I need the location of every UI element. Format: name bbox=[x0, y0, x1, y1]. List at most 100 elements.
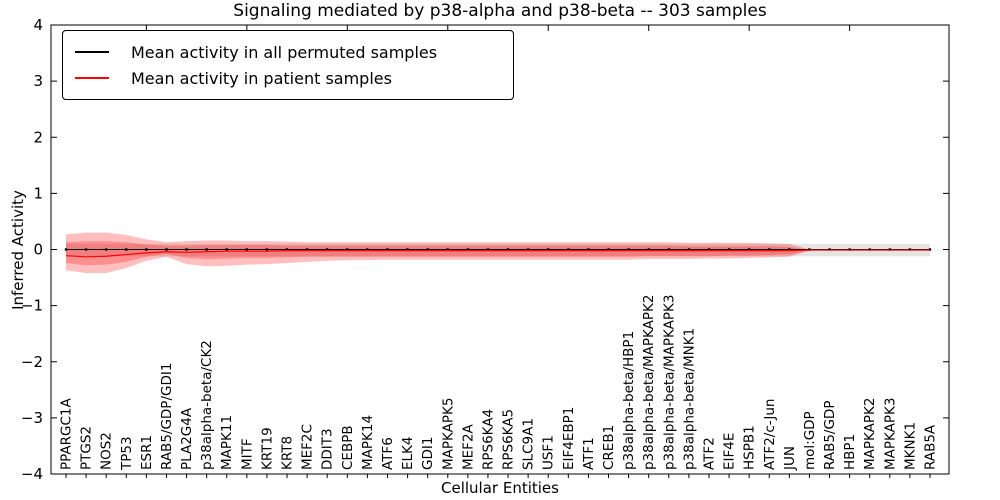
permuted-marker bbox=[687, 248, 691, 251]
permuted-marker bbox=[466, 248, 470, 251]
permuted-marker bbox=[647, 248, 650, 251]
legend-label-permuted: Mean activity in all permuted samples bbox=[131, 42, 438, 62]
y-tick-label: 0 bbox=[33, 241, 43, 259]
x-category-label: GDI1 bbox=[420, 437, 436, 470]
x-category-label: ATF6 bbox=[380, 437, 396, 470]
y-tick-label: 4 bbox=[33, 16, 43, 34]
x-category-label: p38alpha-beta/MAPKAPK3 bbox=[661, 295, 677, 471]
permuted-marker bbox=[406, 248, 409, 251]
x-category-label: MAPKAPK2 bbox=[862, 398, 878, 470]
x-category-label: MAPK11 bbox=[219, 415, 235, 470]
permuted-marker bbox=[426, 248, 429, 251]
x-category-label: RPS6KA4 bbox=[480, 409, 496, 470]
permuted-marker bbox=[506, 248, 510, 251]
permuted-marker bbox=[185, 248, 188, 251]
permuted-marker bbox=[486, 248, 490, 251]
permuted-marker bbox=[727, 248, 731, 251]
x-category-label: MEF2A bbox=[460, 423, 476, 470]
x-category-label: MAPKAPK3 bbox=[882, 398, 898, 470]
x-category-label: SLC9A1 bbox=[521, 418, 537, 470]
x-category-label: CEBPB bbox=[340, 425, 356, 470]
permuted-marker bbox=[245, 248, 249, 251]
y-tick-label: 2 bbox=[33, 128, 43, 146]
x-category-label: HBP1 bbox=[842, 434, 858, 470]
patient-mean-line bbox=[65, 249, 930, 258]
permuted-marker bbox=[747, 248, 751, 251]
x-category-label: ELK4 bbox=[400, 437, 416, 471]
x-category-label: RAB5/GDP bbox=[822, 401, 838, 470]
permuted-marker bbox=[265, 248, 269, 251]
y-axis-label: Inferred Activity bbox=[9, 190, 27, 310]
x-category-label: mol:GDP bbox=[802, 411, 818, 470]
x-category-label: ATF1 bbox=[581, 437, 597, 470]
permuted-marker bbox=[768, 248, 771, 251]
patient-line-swatch bbox=[75, 77, 109, 79]
permuted-marker bbox=[547, 248, 550, 251]
x-category-label: p38alpha-beta/HBP1 bbox=[621, 331, 637, 470]
y-tick-label: −1 bbox=[21, 297, 43, 315]
permuted-marker bbox=[607, 248, 610, 251]
permuted-marker bbox=[285, 248, 289, 251]
x-category-label: TP53 bbox=[119, 436, 135, 471]
x-category-label: ESR1 bbox=[139, 435, 155, 470]
permuted-marker bbox=[667, 248, 670, 251]
permuted-line-swatch bbox=[75, 51, 109, 53]
x-axis-label: Cellular Entities bbox=[441, 479, 559, 497]
permuted-marker bbox=[84, 248, 88, 251]
x-category-label: KRT8 bbox=[280, 436, 296, 470]
y-tick-label: −3 bbox=[21, 409, 43, 427]
x-category-label: PTGS2 bbox=[79, 426, 95, 470]
x-category-label: EIF4E bbox=[722, 433, 738, 470]
x-category-label: ATF2/c-Jun bbox=[762, 399, 778, 470]
permuted-marker bbox=[305, 248, 309, 251]
permuted-marker bbox=[366, 248, 369, 251]
permuted-marker bbox=[707, 248, 711, 251]
y-tick-label: 3 bbox=[33, 72, 43, 90]
x-category-label: MKNK1 bbox=[902, 422, 918, 470]
permuted-marker bbox=[104, 248, 108, 251]
permuted-marker bbox=[205, 248, 208, 251]
x-category-label: JUN bbox=[782, 446, 798, 471]
chart-title: Signaling mediated by p38-alpha and p38-… bbox=[233, 1, 767, 21]
x-category-label: RAB5A bbox=[923, 424, 939, 470]
y-tick-label: 1 bbox=[33, 184, 43, 202]
x-category-label: MAPK14 bbox=[360, 415, 376, 470]
permuted-marker bbox=[788, 248, 791, 251]
x-category-label: HSPB1 bbox=[742, 425, 758, 470]
permuted-marker bbox=[526, 248, 530, 251]
x-category-label: NOS2 bbox=[99, 432, 115, 470]
permuted-marker bbox=[627, 248, 630, 251]
x-category-label: MAPKAPK5 bbox=[440, 398, 456, 470]
x-category-label: p38alpha-beta/CK2 bbox=[199, 340, 215, 470]
permuted-marker bbox=[446, 248, 449, 251]
legend: Mean activity in all permuted samples Me… bbox=[62, 30, 514, 100]
x-category-label: DDIT3 bbox=[320, 428, 336, 470]
permuted-marker bbox=[587, 248, 590, 251]
x-category-label: RAB5/GDP/GDI1 bbox=[159, 363, 175, 470]
permuted-marker bbox=[125, 248, 128, 251]
x-category-label: ATF2 bbox=[701, 437, 717, 470]
x-category-label: RPS6KA5 bbox=[501, 409, 517, 470]
permuted-marker bbox=[225, 248, 228, 251]
permuted-marker bbox=[145, 248, 148, 251]
y-tick-label: −4 bbox=[21, 465, 43, 483]
legend-item-patient: Mean activity in patient samples bbox=[75, 65, 503, 91]
permuted-marker bbox=[346, 248, 349, 251]
x-category-label: MEF2C bbox=[300, 424, 316, 470]
legend-item-permuted: Mean activity in all permuted samples bbox=[75, 39, 503, 65]
x-category-label: USF1 bbox=[541, 435, 557, 470]
x-category-label: p38alpha-beta/MAPKAPK2 bbox=[641, 295, 657, 471]
x-category-label: PLA2G4A bbox=[179, 407, 195, 470]
y-tick-label: −2 bbox=[21, 353, 43, 371]
x-category-label: PPARGC1A bbox=[59, 397, 75, 470]
x-category-label: EIF4EBP1 bbox=[561, 407, 577, 470]
permuted-marker bbox=[326, 248, 329, 251]
permuted-marker bbox=[386, 248, 389, 251]
permuted-marker bbox=[165, 248, 168, 251]
x-category-label: MITF bbox=[239, 438, 255, 470]
permuted-marker bbox=[64, 248, 68, 251]
permuted-marker bbox=[567, 248, 570, 251]
patient-band-outer bbox=[66, 232, 810, 274]
